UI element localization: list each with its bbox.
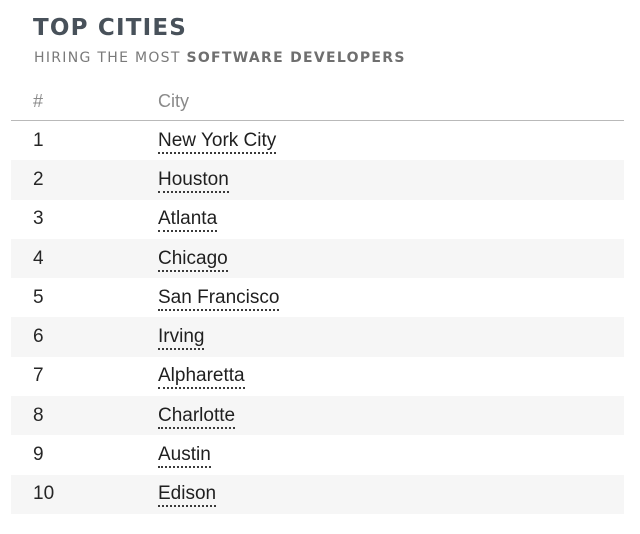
table-row: 2 Houston [11, 160, 624, 200]
table-row: 9 Austin [11, 435, 624, 474]
table-row: 10 Edison [11, 474, 624, 514]
table-row: 3 Atlanta [11, 200, 624, 239]
rank-cell: 9 [33, 444, 44, 466]
city-cell: Atlanta [158, 200, 624, 239]
table-row: 8 Charlotte [11, 396, 624, 436]
rank-cell: 5 [33, 286, 44, 308]
city-cell: New York City [158, 121, 624, 161]
subtitle-prefix: HIRING THE MOST [34, 50, 187, 66]
rank-cell: 7 [33, 365, 44, 387]
city-cell: Chicago [158, 238, 624, 279]
table-row: 1 New York City [11, 121, 624, 161]
table-row: 5 San Francisco [11, 278, 624, 317]
table-row: 6 Irving [11, 317, 624, 357]
widget-title: TOP CITIES [33, 15, 188, 41]
city-cell: Austin [158, 435, 624, 474]
city-cell: Houston [158, 160, 624, 200]
rank-cell: 2 [11, 160, 158, 200]
table-header: # City [11, 82, 624, 121]
city-link[interactable]: Alpharetta [158, 365, 245, 390]
city-link[interactable]: Atlanta [158, 208, 218, 233]
city-link[interactable]: New York City [158, 129, 277, 154]
widget-subtitle: HIRING THE MOST SOFTWARE DEVELOPERS [34, 48, 406, 68]
column-header-city: City [158, 82, 624, 121]
table-body: 1 New York City 2 Houston 3 Atlanta 4 Ch… [11, 121, 624, 514]
rank-cell: 8 [11, 396, 158, 436]
city-link[interactable]: Edison [158, 483, 217, 508]
city-cell: Edison [158, 474, 624, 514]
city-link[interactable]: Irving [158, 326, 205, 351]
city-link[interactable]: Austin [158, 444, 211, 469]
city-cell: Alpharetta [158, 357, 624, 396]
city-link[interactable]: San Francisco [158, 286, 280, 311]
column-header-rank: # [11, 82, 158, 121]
city-link[interactable]: Houston [158, 168, 229, 193]
city-cell: Charlotte [158, 396, 624, 436]
cities-table: # City 1 New York City 2 Houston 3 Atlan… [11, 82, 624, 514]
table-row: 7 Alpharetta [11, 357, 624, 396]
rank-cell: 1 [33, 129, 44, 151]
city-cell: Irving [158, 317, 624, 357]
city-link[interactable]: Charlotte [158, 404, 236, 429]
rank-cell: 10 [11, 474, 158, 514]
city-cell: San Francisco [158, 278, 624, 317]
table-row: 4 Chicago [11, 238, 624, 279]
city-link[interactable]: Chicago [158, 247, 228, 272]
rank-cell: 3 [33, 208, 44, 230]
rank-cell: 6 [11, 317, 158, 357]
rank-cell: 4 [11, 238, 158, 279]
header-row: # City [11, 82, 624, 121]
subtitle-emphasis: SOFTWARE DEVELOPERS [186, 50, 406, 66]
